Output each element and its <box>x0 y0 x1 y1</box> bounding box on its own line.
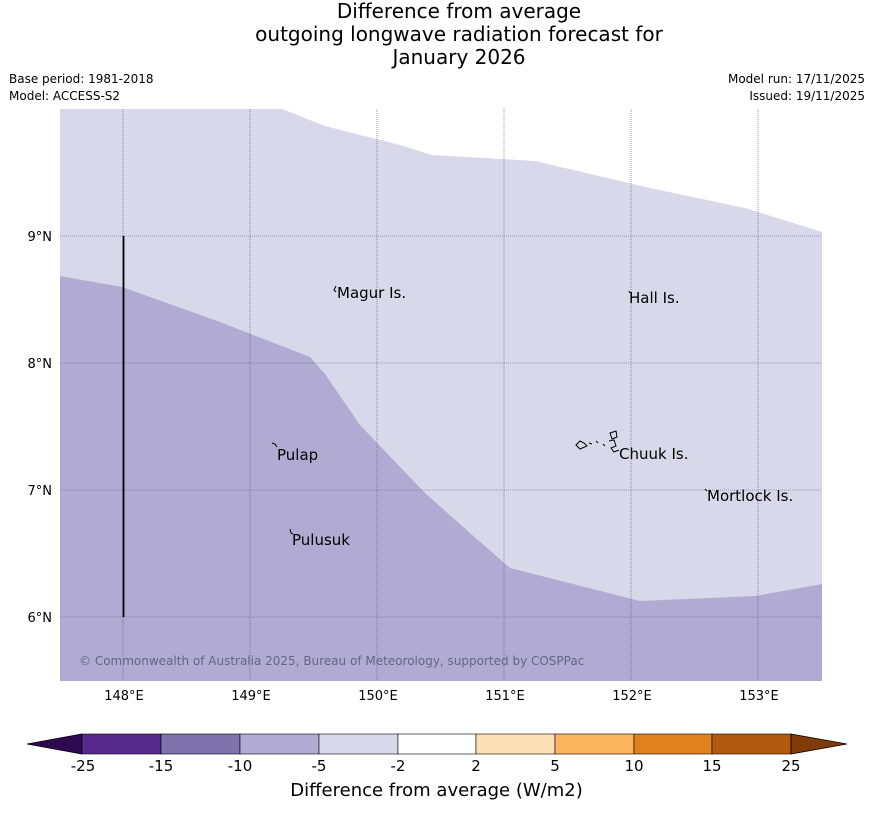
place-labels: Magur Is. Hall Is. Pulap Chuuk Is. Mortl… <box>277 284 793 549</box>
island-chuuk-west <box>575 440 588 450</box>
island-chuuk-mid2 <box>595 440 599 444</box>
lat-label-8: 8°N <box>28 357 53 372</box>
colorbar-tick-9: 15 <box>702 757 721 775</box>
colorbar <box>26 733 848 755</box>
colorbar-tick-8: 10 <box>624 757 643 775</box>
island-magur <box>333 285 337 293</box>
lon-label-153: 153°E <box>739 689 779 704</box>
lon-label-151: 151°E <box>485 689 525 704</box>
issued-date: Issued: 19/11/2025 <box>749 89 865 103</box>
lat-label-9: 9°N <box>28 230 53 245</box>
lon-label-150: 150°E <box>358 689 398 704</box>
lat-axis: 9°N 8°N 7°N 6°N <box>28 230 53 626</box>
meta-right: Model run: 17/11/2025 Issued: 19/11/2025 <box>728 71 865 105</box>
island-chuuk-mid3 <box>602 443 606 447</box>
island-chuuk-north <box>609 430 618 440</box>
copyright-notice: © Commonwealth of Australia 2025, Bureau… <box>79 654 584 668</box>
colorbar-bin-6 <box>475 733 556 755</box>
label-magur: Magur Is. <box>337 284 406 302</box>
colorbar-label: Difference from average (W/m2) <box>290 780 583 801</box>
colorbar-under-arrow <box>26 733 83 755</box>
label-pulap: Pulap <box>277 446 318 464</box>
colorbar-tick-6: 2 <box>471 757 481 775</box>
title-line-3: January 2026 <box>392 45 526 69</box>
colorbar-bin-1 <box>81 733 162 755</box>
label-mortlock: Mortlock Is. <box>707 487 793 505</box>
colorbar-tick-10: 25 <box>781 757 800 775</box>
colorbar-bin-4 <box>318 733 399 755</box>
label-hall: Hall Is. <box>629 289 680 307</box>
lat-label-6: 6°N <box>28 611 53 626</box>
anomaly-band-minus10-minus5 <box>60 276 822 681</box>
colorbar-tick-1: -25 <box>71 757 96 775</box>
model-run-date: Model run: 17/11/2025 <box>727 72 865 86</box>
colorbar-tick-3: -10 <box>228 757 253 775</box>
model-name: Model: ACCESS-S2 <box>9 89 121 103</box>
island-pulap <box>271 442 278 448</box>
colorbar-bin-9 <box>711 733 792 755</box>
colorbar-ticks: -25 -15 -10 -5 -2 2 5 10 15 25 <box>71 757 801 775</box>
island-mortlock <box>704 488 708 492</box>
island-pulusuk <box>289 528 294 535</box>
colorbar-tick-2: -15 <box>149 757 174 775</box>
island-outlines <box>271 285 708 535</box>
colorbar-tick-7: 5 <box>550 757 560 775</box>
island-chuuk-mid1 <box>588 442 593 445</box>
lat-label-7: 7°N <box>28 484 53 499</box>
colorbar-bin-3 <box>239 733 320 755</box>
map-title: Difference from average outgoing longwav… <box>0 0 873 69</box>
title-line-1: Difference from average <box>336 0 582 23</box>
colorbar-bin-2 <box>160 733 241 755</box>
colorbar-tick-4: -5 <box>312 757 327 775</box>
title-line-2: outgoing longwave radiation forecast for <box>255 22 663 46</box>
no-data-region <box>60 109 822 232</box>
lon-label-152: 152°E <box>612 689 652 704</box>
base-period: Base period: 1981-2018 <box>9 72 154 86</box>
lon-label-149: 149°E <box>231 689 271 704</box>
colorbar-bin-5 <box>397 733 477 755</box>
colorbar-tick-5: -2 <box>391 757 406 775</box>
label-pulusuk: Pulusuk <box>292 531 350 549</box>
colorbar-bin-8 <box>633 733 713 755</box>
colorbar-over-arrow <box>790 733 848 755</box>
label-chuuk: Chuuk Is. <box>619 445 688 463</box>
island-chuuk-east <box>608 439 620 453</box>
lon-label-148: 148°E <box>104 689 144 704</box>
island-hall <box>628 290 631 294</box>
lon-axis: 148°E 149°E 150°E 151°E 152°E 153°E <box>104 689 779 704</box>
colorbar-bin-7 <box>554 733 635 755</box>
meta-left: Base period: 1981-2018 Model: ACCESS-S2 <box>9 71 154 105</box>
